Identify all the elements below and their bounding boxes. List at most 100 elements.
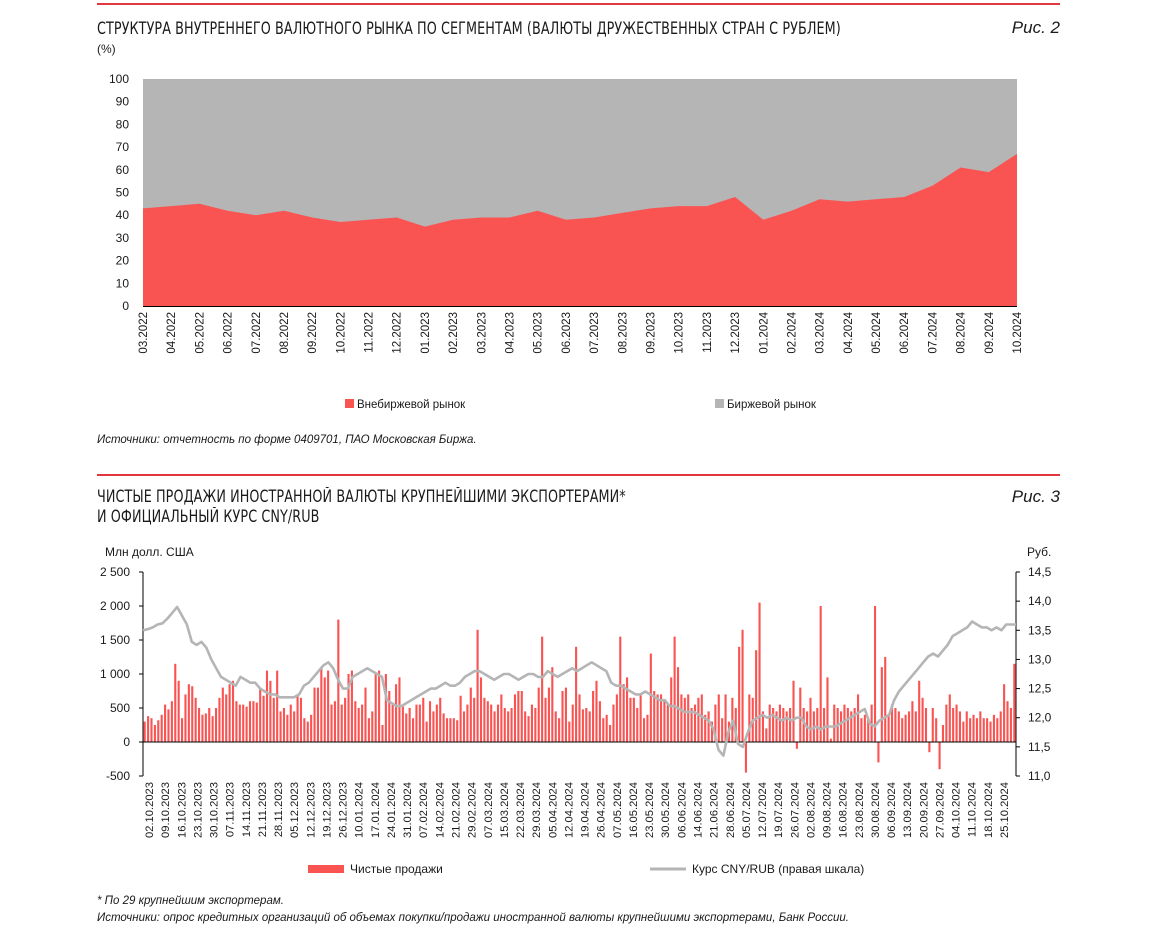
fig3-footnote: * По 29 крупнейшим экспортерам. xyxy=(97,895,284,907)
x-tick-label: 16.08.2024 xyxy=(838,782,850,838)
area-series-otc xyxy=(143,153,1017,306)
x-tick-label: 05.07.2024 xyxy=(741,782,753,838)
sales-bar xyxy=(693,704,697,742)
x-tick-label: 16.10.2023 xyxy=(176,782,188,838)
y-tick-label: 20 xyxy=(116,254,130,268)
sales-bar xyxy=(632,697,635,742)
sales-bar xyxy=(293,711,296,742)
y-tick-label: 50 xyxy=(116,186,130,200)
sales-bar xyxy=(445,718,449,742)
sales-bar xyxy=(201,714,204,742)
sales-bar xyxy=(581,709,584,742)
sales-bar xyxy=(826,677,829,742)
sales-bar xyxy=(636,708,639,742)
sales-bar xyxy=(262,695,265,742)
sales-rate-chart: -500 0 500 1 000 1 500 2 000 2 500 11,0 11,5 12,0… xyxy=(100,565,1052,876)
y-tick-label: 80 xyxy=(116,117,130,131)
sales-bar xyxy=(231,680,235,742)
sales-bar xyxy=(758,602,761,742)
sales-bar xyxy=(775,711,778,742)
sales-bar xyxy=(975,718,978,742)
x-tick-label: 16.05.2024 xyxy=(628,782,640,838)
sales-bar xyxy=(452,718,455,742)
sales-bar xyxy=(235,701,238,742)
sales-bar xyxy=(286,714,289,742)
x-tick-label: 04.2024 xyxy=(843,311,855,353)
fig2-unit: (%) xyxy=(97,42,116,56)
sales-bar xyxy=(568,721,571,742)
sales-bar xyxy=(615,694,618,742)
sales-bar xyxy=(476,629,479,742)
x-tick-label: 14.11.2023 xyxy=(241,782,253,837)
sales-bar xyxy=(527,716,530,742)
sales-bar xyxy=(602,718,605,742)
sales-bar xyxy=(187,684,190,742)
sales-bar xyxy=(938,742,941,770)
sales-bar xyxy=(965,711,968,742)
x-tick-label: 11.2022 xyxy=(364,312,376,353)
y-tick-label: 90 xyxy=(116,95,130,109)
sales-bar xyxy=(503,708,506,742)
x-tick-label: 05.2023 xyxy=(533,312,545,354)
sales-bar xyxy=(211,716,214,742)
sales-bar xyxy=(507,711,510,742)
sales-bar xyxy=(629,697,632,742)
x-tick-label: 05.04.2024 xyxy=(547,782,559,838)
x-tick-label: 30.05.2024 xyxy=(660,782,672,838)
sales-bar xyxy=(585,708,588,742)
sales-bar xyxy=(279,711,282,742)
x-tick-label: 19.04.2024 xyxy=(580,782,592,838)
x-tick-label: 14.06.2024 xyxy=(693,782,705,838)
sales-bar xyxy=(469,687,472,742)
structure-area-chart: 0 10 20 30 40 50 60 70 80 90 100 03.2022 04.2022 05.2… xyxy=(109,72,1024,411)
sales-bar xyxy=(802,708,805,742)
sales-bar xyxy=(884,657,887,742)
sales-bar xyxy=(401,706,404,742)
x-tick-label: 06.06.2024 xyxy=(676,782,688,838)
sales-bar xyxy=(252,701,255,742)
sales-bar xyxy=(880,667,883,742)
sales-bar xyxy=(1006,701,1009,742)
sales-bar xyxy=(432,711,435,742)
x-tick-label: 08.2022 xyxy=(279,312,291,354)
sales-bar xyxy=(955,704,958,742)
sales-bar xyxy=(269,680,272,742)
x-tick-label: 19.12.2023 xyxy=(322,782,334,838)
x-tick-label: 28.06.2024 xyxy=(725,782,737,838)
x-tick-label: 21.06.2024 xyxy=(709,782,721,838)
y-left-tick-label: 2 500 xyxy=(100,565,130,579)
y-right-tick-label: 11,5 xyxy=(1028,740,1051,754)
sales-bar xyxy=(772,708,775,742)
sales-bar xyxy=(493,711,496,742)
x-tick-label: 10.2024 xyxy=(1012,311,1024,353)
x-tick-label: 23.10.2023 xyxy=(192,782,204,838)
sales-bar xyxy=(361,704,364,742)
x-tick-label: 09.2024 xyxy=(984,311,996,353)
y-right-tick-label: 14,5 xyxy=(1028,565,1052,579)
y-tick-label: 40 xyxy=(116,208,130,222)
sales-bar xyxy=(992,714,995,742)
x-tick-label: 07.11.2023 xyxy=(225,782,237,837)
sales-bar xyxy=(381,725,384,742)
sales-bar xyxy=(697,697,700,742)
sales-bar xyxy=(534,708,537,742)
x-tick-label: 07.2022 xyxy=(251,312,263,354)
x-tick-label: 07.2023 xyxy=(589,312,601,354)
sales-bar xyxy=(945,704,948,742)
x-tick-label: 07.05.2024 xyxy=(612,782,624,838)
sales-bar xyxy=(153,725,156,742)
sales-bar xyxy=(856,694,860,742)
sales-bar xyxy=(840,711,843,742)
x-tick-label: 23.08.2024 xyxy=(854,782,866,838)
sales-bar xyxy=(734,708,737,742)
x-tick-label: 01.2024 xyxy=(758,311,770,353)
x-tick-label: 15.03.2024 xyxy=(499,782,511,838)
sales-bar xyxy=(873,606,877,742)
sales-bar xyxy=(755,650,758,742)
sales-bar xyxy=(371,711,374,742)
sales-bar xyxy=(157,720,160,742)
x-tick-label: 30.08.2024 xyxy=(870,782,882,838)
sales-bar xyxy=(948,694,951,742)
sales-bar xyxy=(789,708,792,742)
sales-bar xyxy=(313,687,316,742)
